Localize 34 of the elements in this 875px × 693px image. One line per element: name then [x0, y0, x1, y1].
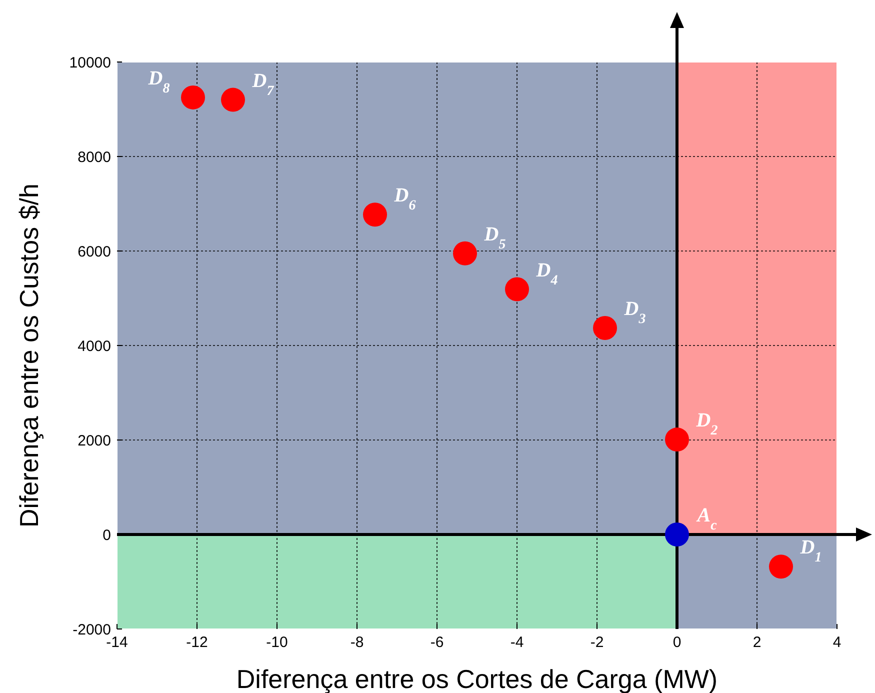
point: [453, 241, 477, 266]
x-tick-label: -10: [266, 634, 288, 651]
annotation: D$_{7}$: [251, 70, 275, 98]
x-tick-label: -12: [186, 634, 208, 651]
annotation: D$_{3}$: [623, 298, 646, 327]
x-tick-label: -6: [430, 634, 444, 651]
y-tick-label: 0: [102, 526, 111, 544]
x-tick-label: 0: [672, 634, 682, 651]
y-tick-label: 2000: [78, 432, 111, 450]
point: [665, 522, 689, 546]
annotation: D$_{1}$: [799, 536, 822, 566]
y-tick-label: 8000: [78, 148, 111, 166]
y-tick-label: 4000: [78, 338, 111, 355]
point: [221, 88, 245, 112]
annotation: D$_{2}$: [695, 410, 718, 438]
x-tick-label: -8: [350, 634, 364, 651]
y-tick-label: 6000: [78, 243, 111, 260]
point: [769, 554, 793, 579]
point: [505, 277, 529, 302]
point: [363, 202, 387, 227]
point: [593, 316, 617, 340]
annotation: D$_{4}$: [535, 259, 558, 288]
y-axis-title: Diferença entre os Custos $/h: [14, 184, 44, 528]
x-tick-label: 2: [752, 634, 762, 651]
x-tick-label: -2: [590, 634, 604, 651]
annotation: D$_{6}$: [393, 184, 416, 214]
x-tick-label: -4: [510, 634, 524, 651]
point: [181, 85, 205, 110]
annotation: D$_{5}$: [483, 223, 506, 252]
annotation: D$_{8}$: [147, 67, 170, 96]
point: [665, 428, 689, 452]
x-tick-label: 4: [832, 634, 842, 651]
y-tick-label: 10000: [69, 54, 111, 72]
annotation: A$_{c}$: [695, 504, 718, 533]
